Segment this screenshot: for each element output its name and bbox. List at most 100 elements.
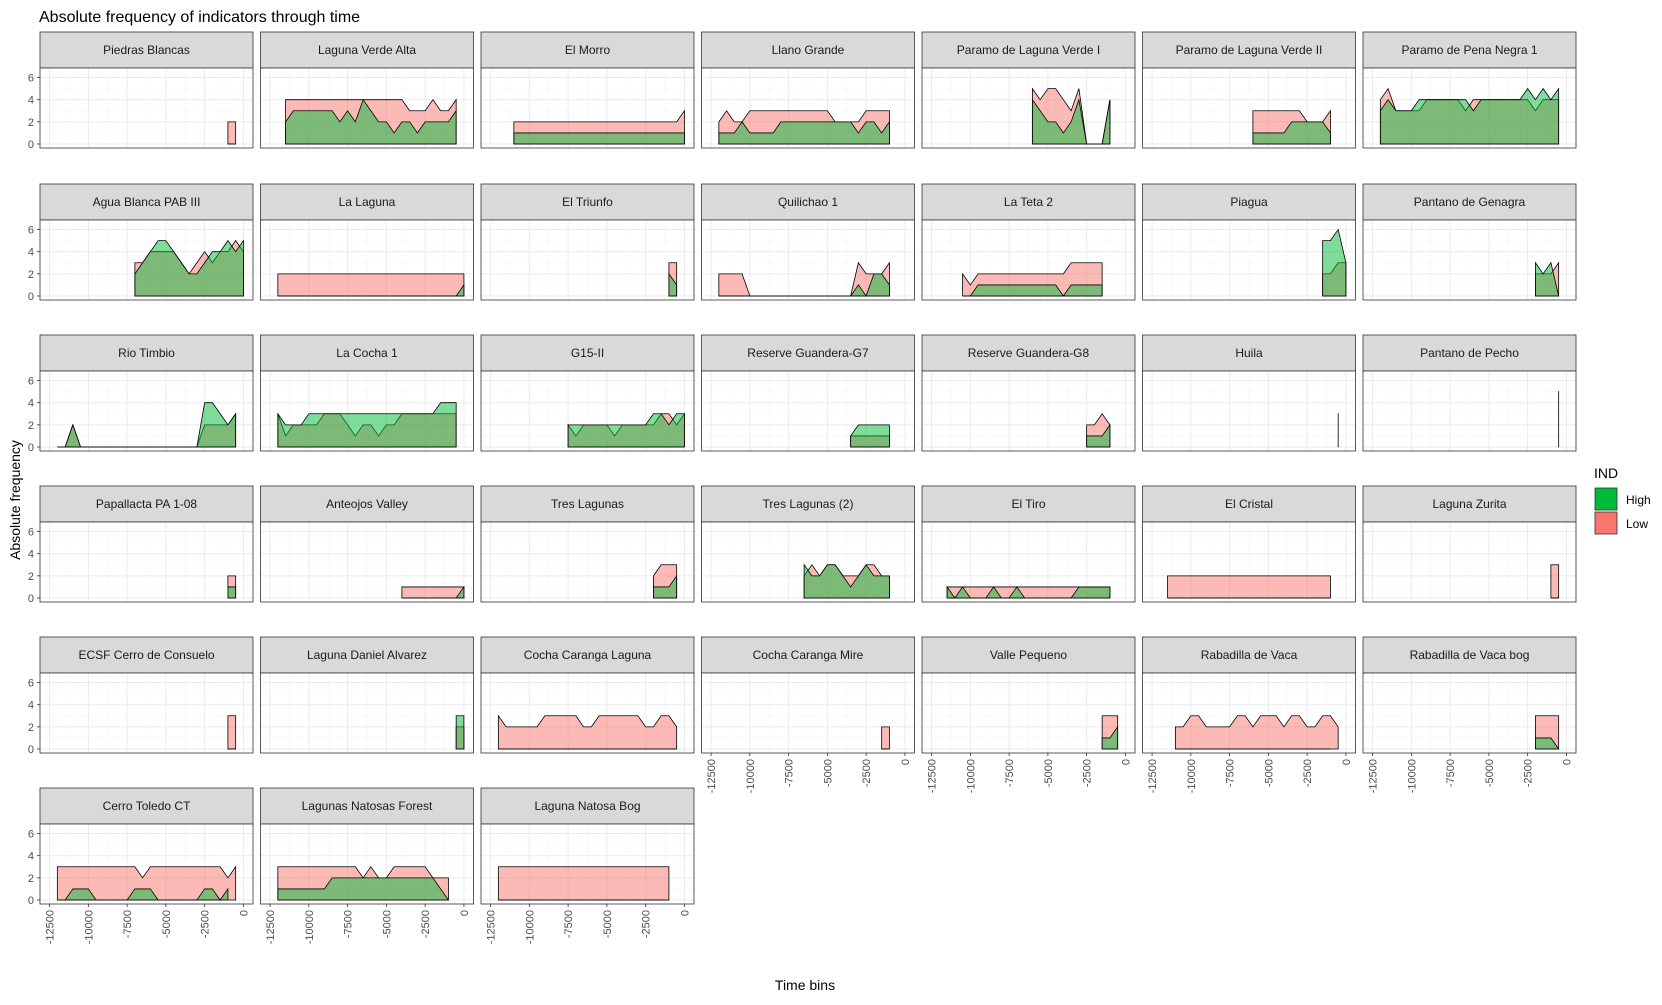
- facet-panel: Cocha Caranga Mire-12500-10000-7500-5000…: [702, 637, 915, 793]
- y-tick-label: 2: [28, 722, 34, 734]
- x-tick-label: 0: [1120, 759, 1132, 765]
- facet-panel: Cerro Toledo CT0246-12500-10000-7500-500…: [28, 788, 253, 944]
- x-tick-label: -7500: [1445, 759, 1457, 787]
- facet-panel: Paramo de Laguna Verde II: [1143, 32, 1356, 148]
- facet-label: La Cocha 1: [336, 346, 398, 360]
- facet-panel: Laguna Zurita: [1363, 486, 1576, 602]
- facet-label: Agua Blanca PAB III: [93, 195, 201, 209]
- y-tick-label: 0: [28, 593, 34, 605]
- x-tick-label: -10000: [524, 910, 536, 944]
- facet-panel: Laguna Daniel Alvarez: [261, 637, 474, 753]
- y-axis-label: Absolute frequency: [7, 440, 23, 560]
- x-tick-label: -7500: [563, 910, 575, 938]
- area-low: [402, 587, 464, 598]
- facet-label: Tres Lagunas: [551, 497, 624, 511]
- facet-label: Rio Timbio: [118, 346, 175, 360]
- facet-panel: Pantano de Pecho: [1363, 335, 1576, 451]
- x-tick-label: -2500: [641, 910, 653, 938]
- facet-label: Laguna Daniel Alvarez: [307, 648, 427, 662]
- x-tick-label: -7500: [343, 910, 355, 938]
- facet-label: Laguna Zurita: [1432, 497, 1506, 511]
- y-tick-label: 0: [28, 139, 34, 151]
- x-tick-label: 0: [1341, 759, 1353, 765]
- facet-label: Piagua: [1230, 195, 1268, 209]
- y-tick-label: 6: [28, 527, 34, 539]
- facet-panel: Rabadilla de Vaca bog-12500-10000-7500-5…: [1363, 637, 1576, 793]
- facet-panel: Paramo de Laguna Verde I: [922, 32, 1135, 148]
- facet-label: Paramo de Laguna Verde I: [957, 43, 1100, 57]
- area-low: [498, 867, 669, 900]
- x-tick-label: -5000: [161, 910, 173, 938]
- x-tick-label: -12500: [1368, 759, 1380, 793]
- facet-label: Llano Grande: [772, 43, 845, 57]
- x-tick-label: -5000: [1263, 759, 1275, 787]
- facet-label: Anteojos Valley: [326, 497, 408, 511]
- facet-label: Huila: [1235, 346, 1263, 360]
- facet-label: Paramo de Laguna Verde II: [1176, 43, 1323, 57]
- facet-panel: Rabadilla de Vaca-12500-10000-7500-5000-…: [1143, 637, 1356, 793]
- y-tick-label: 0: [28, 744, 34, 756]
- x-tick-label: -7500: [122, 910, 134, 938]
- facet-label: Laguna Natosa Bog: [534, 799, 640, 813]
- x-tick-label: -5000: [602, 910, 614, 938]
- x-tick-label: -12500: [1147, 759, 1159, 793]
- y-tick-label: 2: [28, 420, 34, 432]
- area-low: [1168, 576, 1331, 598]
- x-tick-label: 0: [459, 910, 471, 916]
- x-axis-label: Time bins: [775, 977, 835, 993]
- x-tick-label: -2500: [1302, 759, 1314, 787]
- area-high: [228, 587, 236, 598]
- area-low: [1551, 565, 1559, 598]
- facet-label: Papallacta PA 1-08: [96, 497, 198, 511]
- facet-panel: Tres Lagunas (2): [702, 486, 915, 602]
- x-tick-label: -10000: [1186, 759, 1198, 793]
- facet-label: Piedras Blancas: [103, 43, 190, 57]
- facet-panel: Quilichao 1: [702, 184, 915, 300]
- y-tick-label: 6: [28, 376, 34, 388]
- x-tick-label: -7500: [1004, 759, 1016, 787]
- x-tick-label: -2500: [1523, 759, 1535, 787]
- area-high: [514, 133, 685, 144]
- area-high: [963, 285, 1103, 296]
- facet-label: Reserve Guandera-G8: [968, 346, 1090, 360]
- facet-panel: Tres Lagunas: [481, 486, 694, 602]
- x-tick-label: -12500: [927, 759, 939, 793]
- facet-label: Quilichao 1: [778, 195, 838, 209]
- x-tick-label: -10000: [745, 759, 757, 793]
- facet-label: Cocha Caranga Mire: [753, 648, 864, 662]
- facet-panel: El Cristal: [1143, 486, 1356, 602]
- facet-label: El Triunfo: [562, 195, 613, 209]
- facet-label: Tres Lagunas (2): [763, 497, 854, 511]
- facet-label: Lagunas Natosas Forest: [302, 799, 433, 813]
- x-tick-label: -5000: [1043, 759, 1055, 787]
- x-tick-label: -10000: [83, 910, 95, 944]
- x-tick-label: -12500: [706, 759, 718, 793]
- x-tick-label: -10000: [965, 759, 977, 793]
- facet-panel: Reserve Guandera-G8: [922, 335, 1135, 451]
- y-tick-label: 6: [28, 73, 34, 85]
- facet-panel: G15-II: [481, 335, 694, 451]
- y-tick-label: 2: [28, 571, 34, 583]
- facet-label: G15-II: [571, 346, 604, 360]
- facet-label: ECSF Cerro de Consuelo: [78, 648, 214, 662]
- facet-panel: Pantano de Genagra: [1363, 184, 1576, 300]
- facet-label: Reserve Guandera-G7: [747, 346, 869, 360]
- facet-panel: Valle Pequeno-12500-10000-7500-5000-2500…: [922, 637, 1135, 793]
- facet-panel: Piagua: [1143, 184, 1356, 300]
- y-tick-label: 0: [28, 442, 34, 454]
- facet-panel: Reserve Guandera-G7: [702, 335, 915, 451]
- y-tick-label: 4: [28, 851, 34, 863]
- facet-label: Valle Pequeno: [990, 648, 1068, 662]
- facet-label: Cerro Toledo CT: [103, 799, 191, 813]
- legend-title: IND: [1594, 465, 1618, 481]
- legend-label-high: High: [1626, 493, 1651, 507]
- y-tick-label: 6: [28, 829, 34, 841]
- y-tick-label: 2: [28, 117, 34, 129]
- x-tick-label: -2500: [861, 759, 873, 787]
